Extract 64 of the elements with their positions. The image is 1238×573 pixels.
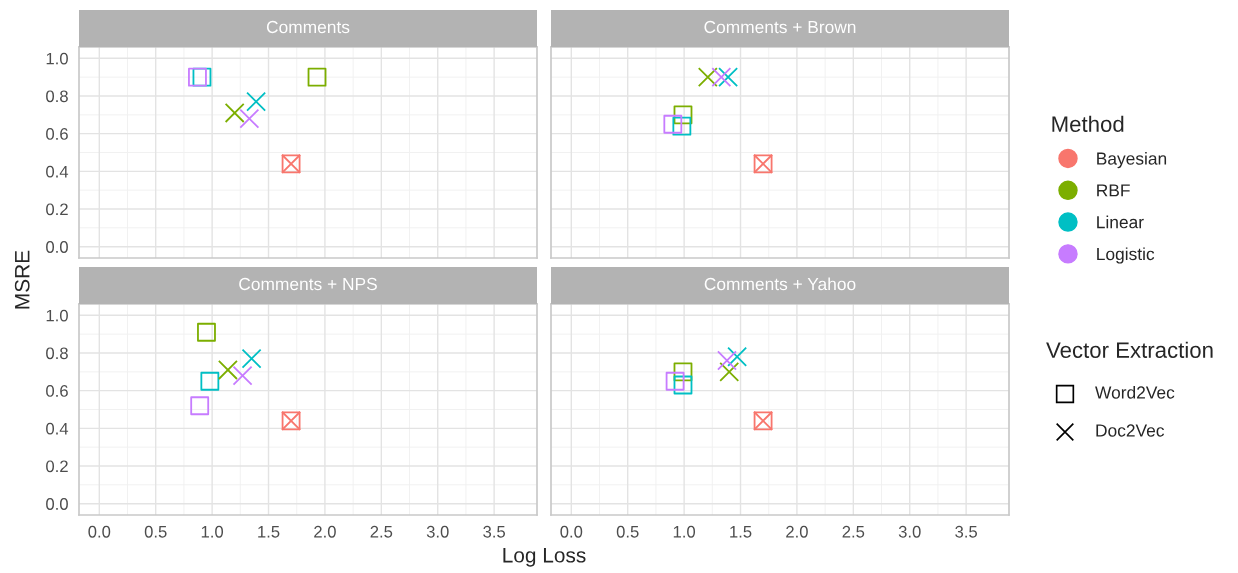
point xyxy=(711,67,732,88)
point xyxy=(232,365,253,386)
chart-title: Comments + Brown xyxy=(704,20,856,34)
x-tick-label: 3.5 xyxy=(483,525,506,538)
x-tick-label: 0.5 xyxy=(144,525,167,538)
point xyxy=(673,105,693,125)
point xyxy=(217,359,238,380)
x-tick-label: 0.5 xyxy=(616,525,639,538)
point xyxy=(673,362,693,382)
x-tick-label: 2.5 xyxy=(842,525,865,538)
point xyxy=(672,116,692,136)
point xyxy=(224,102,245,123)
x-tick-label: 3.5 xyxy=(955,525,978,538)
point xyxy=(718,67,739,88)
point xyxy=(239,108,260,129)
text: Doc2Vec xyxy=(1096,424,1165,437)
point xyxy=(241,348,262,369)
y-tick-label: 0.2 xyxy=(46,460,68,473)
point xyxy=(717,350,737,371)
point xyxy=(665,371,685,391)
text: Word2Vec xyxy=(1095,385,1175,399)
y-tick-label: 0.4 xyxy=(46,165,69,178)
x-tick-label: 1.5 xyxy=(258,526,280,538)
x-tick-label: 2.0 xyxy=(314,525,336,538)
legend-label: Logistic xyxy=(1097,247,1155,264)
y-tick-label: 0.2 xyxy=(46,203,68,216)
point xyxy=(307,67,327,87)
y-tick-label: 0.6 xyxy=(46,385,68,397)
x-tick-label: 0.0 xyxy=(88,525,111,538)
y-tick-label: 0.8 xyxy=(46,347,68,360)
x-tick-label: 3.0 xyxy=(426,525,449,538)
point xyxy=(197,322,216,342)
x-tick-label: 3.0 xyxy=(898,525,921,538)
point xyxy=(727,346,748,367)
x-tick-label: 1.0 xyxy=(673,525,696,538)
y-tick-label: 0.6 xyxy=(46,128,68,140)
x-axis-title: Log Loss xyxy=(503,548,586,567)
y-axis-title: MSRE xyxy=(14,250,30,309)
point xyxy=(190,396,210,416)
chart-title: Comments + NPS xyxy=(239,277,377,291)
x-tick-label: 1.5 xyxy=(730,526,752,538)
legend-label: Bayesian xyxy=(1097,151,1167,169)
x-tick-label: 0.0 xyxy=(560,525,583,538)
y-tick-label: 1.0 xyxy=(46,309,68,322)
legend-label: Linear xyxy=(1097,215,1144,229)
x-tick-label: 2.0 xyxy=(786,525,808,538)
text: Vector Extraction xyxy=(1046,341,1213,358)
y-tick-label: 0.8 xyxy=(46,90,68,103)
x-tick-label: 2.5 xyxy=(370,525,393,538)
y-tick-label: 1.0 xyxy=(46,52,68,65)
point xyxy=(673,375,693,395)
chart-title: Comments + Yahoo xyxy=(704,277,856,291)
legend-title: Method xyxy=(1052,115,1124,132)
point xyxy=(188,67,207,87)
y-tick-label: 0.0 xyxy=(46,241,68,253)
point xyxy=(663,114,683,134)
y-tick-label: 0.4 xyxy=(46,422,69,435)
x-tick-label: 1.0 xyxy=(201,525,224,538)
y-tick-label: 0.0 xyxy=(46,498,68,510)
legend-label: RBF xyxy=(1097,184,1130,197)
point xyxy=(697,67,718,88)
point xyxy=(246,91,267,112)
chart-title: Comments xyxy=(266,20,350,34)
point xyxy=(200,371,220,391)
